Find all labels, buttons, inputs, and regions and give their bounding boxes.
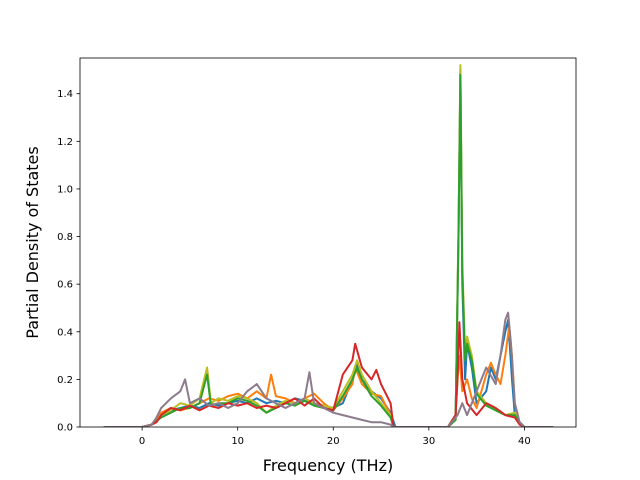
y-tick-label: 0.8 — [57, 232, 73, 243]
y-axis-ticks: 0.0 0.2 0.4 0.6 0.8 1.0 1.2 1.4 — [57, 89, 80, 434]
x-tick-label: 40 — [518, 436, 531, 447]
y-tick-label: 1.0 — [57, 184, 73, 195]
x-axis-title: Frequency (THz) — [263, 456, 393, 475]
y-tick-label: 0.2 — [57, 375, 73, 386]
x-tick-label: 10 — [231, 436, 244, 447]
y-tick-label: 0.4 — [57, 327, 73, 338]
series-line-3 — [103, 64, 554, 427]
plot-frame — [79, 57, 577, 428]
series-line-5 — [103, 321, 554, 427]
y-tick-label: 1.2 — [57, 137, 73, 148]
x-tick-label: 30 — [422, 436, 435, 447]
x-tick-label: 20 — [327, 436, 340, 447]
y-tick-label: 1.4 — [57, 89, 73, 100]
x-tick-label: 0 — [139, 436, 145, 447]
y-tick-label: 0.0 — [57, 423, 73, 434]
series-line-6 — [103, 311, 554, 427]
y-tick-label: 0.6 — [57, 280, 73, 291]
series-line-4 — [103, 73, 554, 427]
y-axis-title: Partial Density of States — [23, 146, 42, 338]
plot-lines — [103, 64, 554, 427]
x-axis-ticks: 0 10 20 30 40 — [139, 427, 531, 447]
